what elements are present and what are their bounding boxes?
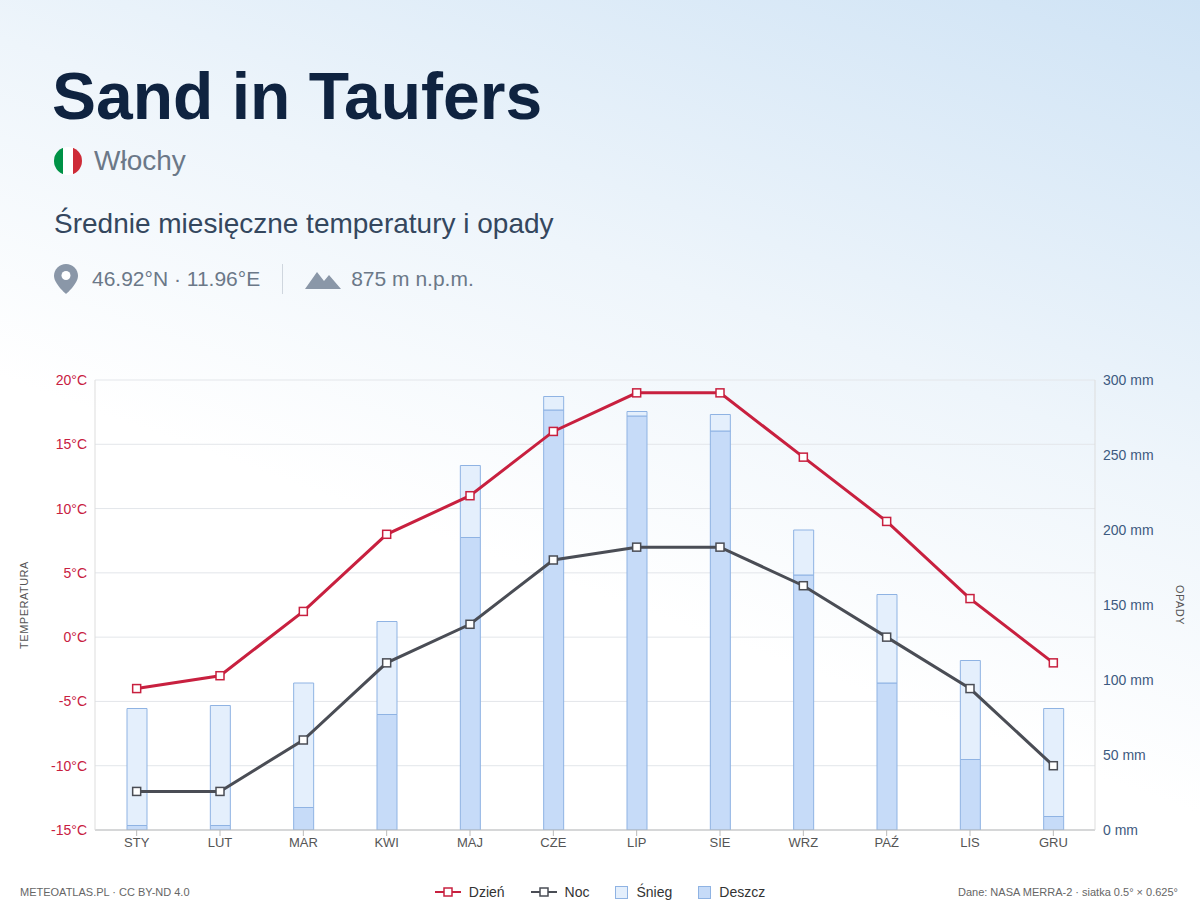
svg-text:MAR: MAR (289, 835, 318, 850)
html-text:Śnieg: Śnieg (636, 884, 673, 900)
svg-text:10°C: 10°C (56, 501, 87, 517)
html-text:Noc: Noc (564, 884, 590, 900)
html-text:Średnie miesięczne temperatury: Średnie miesięczne temperatury i opady (54, 208, 554, 239)
html-text:875 m n.p.m.: 875 m n.p.m. (351, 267, 474, 290)
html-text:METEOATLAS.PL · CC BY-ND 4.0: METEOATLAS.PL · CC BY-ND 4.0 (20, 886, 190, 898)
svg-text:300 mm: 300 mm (1103, 372, 1154, 388)
html-text:Dane: NASA MERRA-2 · siatka 0.: Dane: NASA MERRA-2 · siatka 0.5° × 0.625… (958, 886, 1178, 898)
svg-text:200 mm: 200 mm (1103, 522, 1154, 538)
svg-text:LIS: LIS (960, 835, 980, 850)
svg-text:5°C: 5°C (64, 565, 88, 581)
svg-text:CZE: CZE (540, 835, 566, 850)
svg-text:WRZ: WRZ (789, 835, 819, 850)
svg-text:STY: STY (124, 835, 150, 850)
html-text:TEMPERATURA: TEMPERATURA (18, 561, 30, 649)
svg-text:LUT: LUT (208, 835, 233, 850)
svg-text:-10°C: -10°C (51, 758, 87, 774)
html-text:OPADY: OPADY (1174, 584, 1186, 626)
html-text:Deszcz: Deszcz (719, 884, 766, 900)
html-text:Włochy: Włochy (94, 145, 186, 176)
svg-text:50 mm: 50 mm (1103, 747, 1146, 763)
svg-text:GRU: GRU (1039, 835, 1068, 850)
svg-text:-5°C: -5°C (59, 693, 87, 709)
html-text:Sand in Taufers: Sand in Taufers (52, 59, 543, 133)
svg-text:15°C: 15°C (56, 436, 87, 452)
svg-text:250 mm: 250 mm (1103, 447, 1154, 463)
svg-text:LIP: LIP (627, 835, 647, 850)
html-text:Dzień: Dzień (468, 884, 505, 900)
svg-text:0 mm: 0 mm (1103, 822, 1138, 838)
svg-text:100 mm: 100 mm (1103, 672, 1154, 688)
svg-text:0°C: 0°C (64, 629, 88, 645)
svg-text:20°C: 20°C (56, 372, 87, 388)
svg-text:PAŹ: PAŹ (875, 835, 899, 850)
svg-text:150 mm: 150 mm (1103, 597, 1154, 613)
svg-text:KWI: KWI (374, 835, 399, 850)
svg-text:MAJ: MAJ (457, 835, 483, 850)
svg-text:-15°C: -15°C (51, 822, 87, 838)
html-text:46.92°N · 11.96°E: 46.92°N · 11.96°E (92, 267, 261, 290)
svg-text:SIE: SIE (710, 835, 731, 850)
